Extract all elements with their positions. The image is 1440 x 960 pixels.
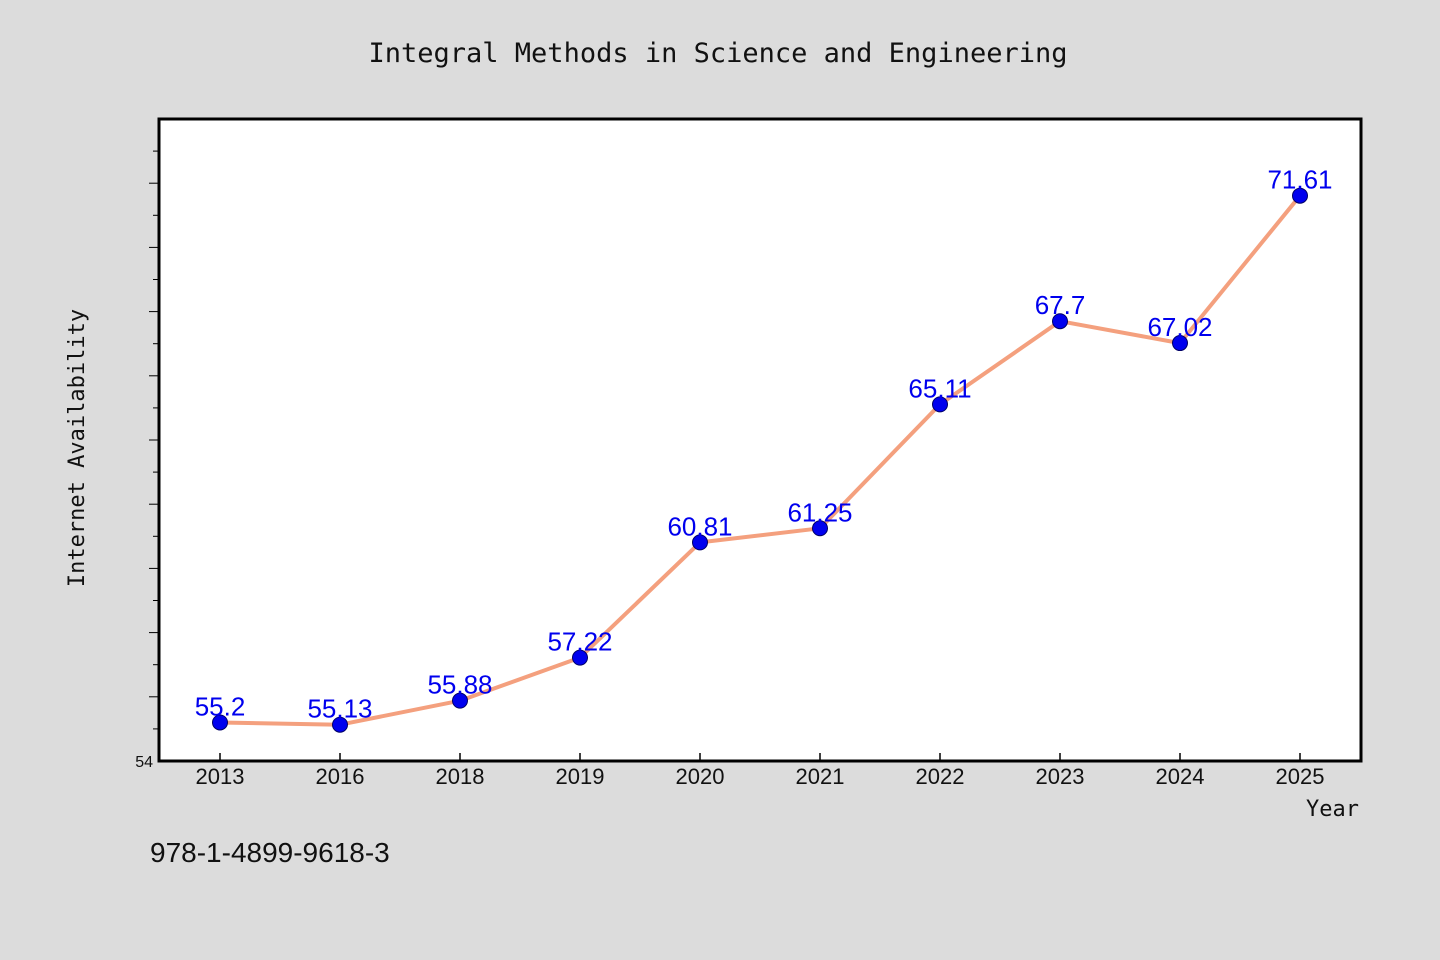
data-label: 55.13 bbox=[307, 694, 372, 724]
x-axis-label: Year bbox=[1306, 797, 1359, 822]
data-markers bbox=[212, 187, 1308, 733]
y-axis-ticks: 54 bbox=[135, 150, 159, 771]
x-tick-label: 2024 bbox=[1156, 764, 1205, 789]
chart-title: Integral Methods in Science and Engineer… bbox=[369, 38, 1068, 69]
data-label: 67.02 bbox=[1147, 312, 1212, 342]
data-point bbox=[1052, 313, 1068, 330]
data-point bbox=[1292, 187, 1308, 204]
data-point bbox=[572, 649, 588, 666]
x-tick-label: 2018 bbox=[436, 764, 485, 789]
x-tick-label: 2019 bbox=[556, 764, 605, 789]
data-labels: 55.2 55.13 55.88 57.22 60.81 61.25 65.11 67.7 67… bbox=[195, 165, 1333, 724]
data-point bbox=[932, 396, 948, 413]
x-tick-label: 2021 bbox=[796, 764, 845, 789]
x-tick-label: 2022 bbox=[916, 764, 965, 789]
data-label: 60.81 bbox=[667, 511, 732, 541]
x-tick-label: 2025 bbox=[1276, 764, 1325, 789]
data-label: 61.25 bbox=[787, 497, 852, 527]
data-point bbox=[692, 534, 708, 551]
series-line bbox=[218, 193, 1302, 727]
data-point bbox=[812, 520, 828, 537]
data-label: 55.2 bbox=[195, 691, 246, 721]
data-point bbox=[1172, 335, 1188, 352]
data-label: 65.11 bbox=[908, 373, 971, 403]
data-point bbox=[452, 692, 468, 709]
y-tick-label: 54 bbox=[135, 754, 153, 771]
data-label: 71.61 bbox=[1267, 165, 1332, 195]
data-label: 55.88 bbox=[427, 670, 492, 700]
x-axis-ticks: 2013 2016 2018 2019 2020 2021 2022 2023 2024 2025 bbox=[196, 753, 1325, 789]
y-axis-label: Internet Availability bbox=[65, 309, 90, 587]
plot-area bbox=[157, 117, 1363, 763]
x-tick-label: 2013 bbox=[196, 764, 245, 789]
data-point bbox=[332, 716, 348, 733]
x-tick-label: 2020 bbox=[676, 764, 725, 789]
data-label: 67.7 bbox=[1035, 290, 1086, 320]
x-tick-label: 2023 bbox=[1036, 764, 1085, 789]
footnote-isbn: 978-1-4899-9618-3 bbox=[150, 837, 390, 868]
data-label: 57.22 bbox=[547, 627, 612, 657]
data-point bbox=[212, 714, 228, 731]
x-tick-label: 2016 bbox=[316, 764, 365, 789]
